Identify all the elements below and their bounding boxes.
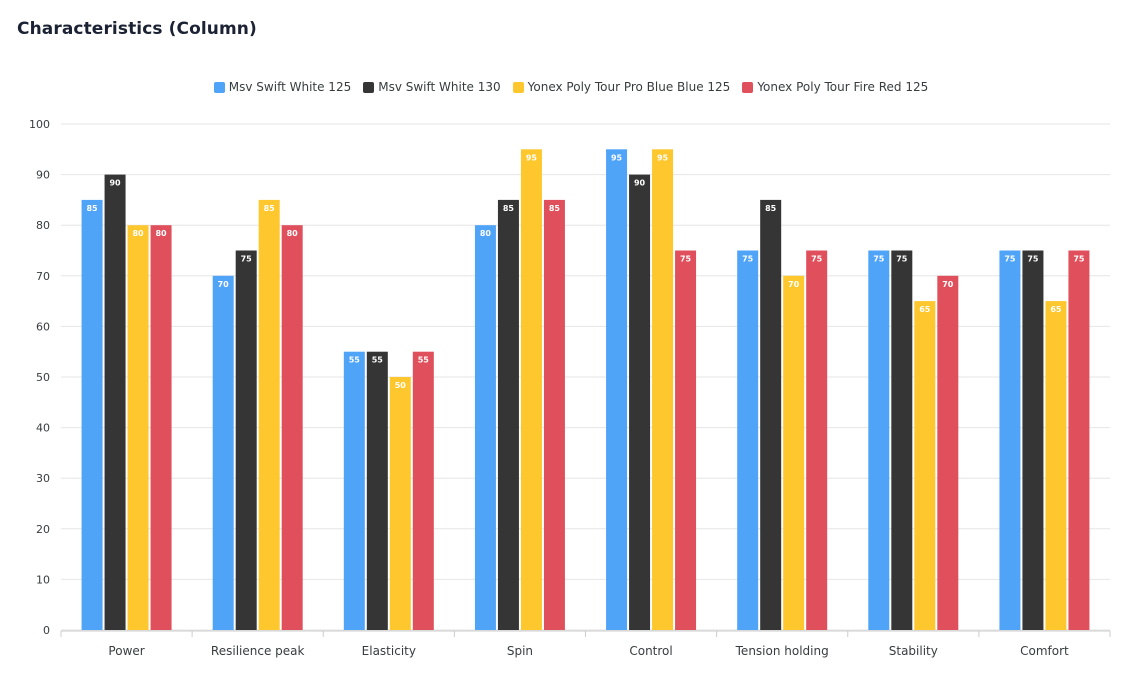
data-label: 95: [526, 153, 538, 162]
bar-4-spin: [543, 199, 565, 630]
data-label: 75: [241, 255, 253, 264]
legend-label: Yonex Poly Tour Pro Blue Blue 125: [527, 80, 731, 94]
bar-3-comfort: [1045, 301, 1067, 630]
y-tick-label: 60: [36, 320, 50, 333]
bar-2-spin: [497, 199, 519, 630]
bar-1-control: [606, 149, 628, 631]
x-tick-label: Stability: [889, 644, 938, 658]
page-title: Characteristics (Column): [17, 19, 257, 39]
y-tick-label: 10: [36, 573, 50, 586]
bar-1-elasticity: [343, 351, 365, 630]
bar-4-comfort: [1068, 250, 1090, 630]
data-label: 80: [287, 229, 299, 238]
data-label: 95: [657, 153, 669, 162]
x-tick-label: Tension holding: [735, 644, 829, 658]
y-tick-label: 90: [36, 169, 50, 182]
data-label: 70: [788, 280, 800, 289]
data-label: 75: [873, 255, 885, 264]
y-tick-label: 80: [36, 219, 50, 232]
y-tick-label: 30: [36, 472, 50, 485]
x-tick-label: Control: [629, 644, 672, 658]
bar-3-control: [652, 149, 674, 631]
data-label: 80: [132, 229, 144, 238]
data-label: 55: [372, 356, 384, 365]
bar-3-stability: [914, 301, 936, 630]
x-tick-label: Elasticity: [362, 644, 416, 658]
data-label: 85: [86, 204, 98, 213]
x-tick-label: Spin: [507, 644, 533, 658]
legend-label: Yonex Poly Tour Fire Red 125: [757, 80, 929, 94]
data-label: 75: [742, 255, 754, 264]
data-label: 75: [896, 255, 908, 264]
data-label: 95: [611, 153, 623, 162]
bar-3-spin: [520, 149, 542, 631]
legend-swatch: [213, 81, 225, 93]
data-label: 90: [109, 179, 121, 188]
bar-2-comfort: [1022, 250, 1044, 630]
bar-2-power: [104, 174, 126, 630]
bar-3-tension-holding: [783, 275, 805, 630]
bar-2-elasticity: [366, 351, 388, 630]
data-label: 75: [1004, 255, 1016, 264]
y-tick-label: 50: [36, 371, 50, 384]
legend-item-series-4[interactable]: Yonex Poly Tour Fire Red 125: [742, 80, 928, 94]
legend-swatch: [512, 81, 524, 93]
bar-3-resilience-peak: [258, 199, 280, 630]
legend-item-series-1[interactable]: Msv Swift White 125: [213, 80, 352, 94]
bar-4-stability: [937, 275, 959, 630]
legend-swatch: [742, 81, 754, 93]
data-label: 55: [349, 356, 361, 365]
bar-1-comfort: [999, 250, 1021, 630]
data-label: 75: [1073, 255, 1085, 264]
data-label: 70: [942, 280, 954, 289]
bar-2-tension-holding: [760, 199, 782, 630]
bar-4-elasticity: [412, 351, 434, 630]
data-label: 55: [418, 356, 430, 365]
data-label: 80: [480, 229, 492, 238]
bar-1-stability: [868, 250, 890, 630]
chart-legend: Msv Swift White 125 Msv Swift White 130 …: [0, 80, 1134, 94]
data-label: 65: [919, 305, 931, 314]
legend-item-series-3[interactable]: Yonex Poly Tour Pro Blue Blue 125: [512, 80, 731, 94]
y-tick-label: 40: [36, 422, 50, 435]
bar-4-power: [150, 225, 172, 630]
bar-1-resilience-peak: [212, 275, 234, 630]
legend-label: Msv Swift White 125: [228, 80, 352, 94]
bar-2-resilience-peak: [235, 250, 257, 630]
y-tick-label: 100: [29, 118, 50, 131]
data-label: 90: [634, 179, 646, 188]
legend-item-series-2[interactable]: Msv Swift White 130: [363, 80, 501, 94]
bar-4-control: [675, 250, 697, 630]
x-tick-label: Power: [108, 644, 144, 658]
data-label: 65: [1050, 305, 1062, 314]
x-tick-label: Resilience peak: [211, 644, 305, 658]
data-label: 85: [503, 204, 515, 213]
bar-2-stability: [891, 250, 913, 630]
bar-3-elasticity: [389, 377, 411, 630]
y-tick-label: 70: [36, 270, 50, 283]
data-label: 70: [218, 280, 230, 289]
bar-3-power: [127, 225, 149, 630]
y-tick-label: 0: [43, 624, 50, 637]
bar-2-control: [629, 174, 651, 630]
bar-1-spin: [474, 225, 496, 630]
data-label: 75: [1027, 255, 1039, 264]
y-tick-label: 20: [36, 523, 50, 536]
legend-swatch: [363, 81, 375, 93]
data-label: 85: [549, 204, 561, 213]
bar-4-resilience-peak: [281, 225, 303, 630]
legend-label: Msv Swift White 130: [378, 80, 501, 94]
data-label: 85: [765, 204, 777, 213]
x-tick-label: Comfort: [1020, 644, 1069, 658]
data-label: 85: [264, 204, 276, 213]
data-label: 75: [680, 255, 692, 264]
bar-1-power: [81, 199, 103, 630]
data-label: 50: [395, 381, 407, 390]
bar-4-tension-holding: [806, 250, 828, 630]
data-label: 80: [155, 229, 167, 238]
bar-1-tension-holding: [737, 250, 759, 630]
data-label: 75: [811, 255, 823, 264]
